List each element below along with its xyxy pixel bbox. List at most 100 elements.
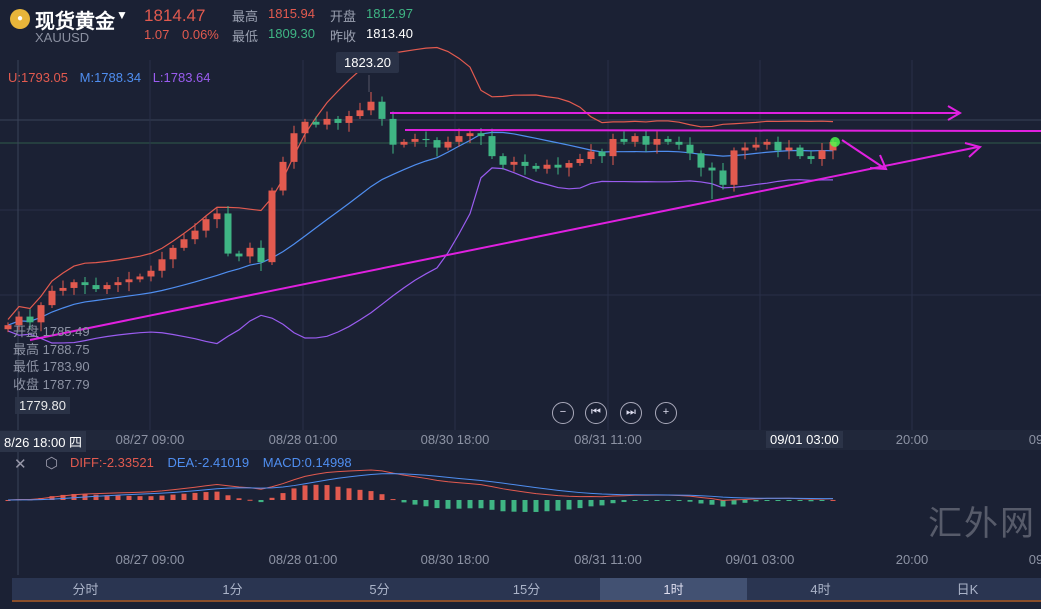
- crosshair-high: 最高 1788.75: [13, 341, 90, 357]
- candle-body: [796, 147, 804, 157]
- crosshair-open: 开盘 1785.49: [13, 324, 90, 339]
- close-indicator-icon[interactable]: ✕: [14, 456, 27, 473]
- macd-bar: [203, 492, 209, 500]
- tab-1hour[interactable]: 1时: [600, 578, 747, 600]
- candle-body: [411, 138, 419, 142]
- candle-body: [147, 270, 155, 277]
- macd-bar: [137, 496, 143, 500]
- macd-bar: [797, 500, 803, 501]
- candle: [642, 130, 650, 152]
- tab-1min[interactable]: 1分: [222, 582, 243, 597]
- scroll-left-button[interactable]: ⏮: [585, 402, 607, 424]
- gold-coin-icon: ●: [10, 9, 30, 29]
- macd-bar: [214, 491, 220, 500]
- candle-body: [807, 156, 815, 160]
- high-label: 最高: [232, 9, 259, 24]
- candle: [92, 277, 100, 292]
- bb-middle: M:1788.34: [79, 70, 142, 85]
- candle: [147, 265, 155, 282]
- timeframe-tabs: 分时 1分 5分 15分 1时 4时 日K: [12, 578, 1041, 602]
- symbol-code: XAUUSD: [35, 30, 90, 45]
- candle-body: [466, 133, 474, 137]
- time-label: 08/30 18:00: [420, 432, 490, 447]
- time-label: 08/30 18:00: [420, 552, 490, 567]
- scroll-right-button[interactable]: ⏭: [620, 402, 642, 424]
- candle: [290, 125, 298, 169]
- candle-body: [664, 138, 672, 142]
- crosshair-time-tag: 8/26 18:00 四: [0, 431, 87, 452]
- candle: [543, 159, 551, 174]
- candle: [576, 153, 584, 166]
- time-label: 08/28 01:00: [268, 552, 338, 567]
- tab-5min[interactable]: 5分: [369, 582, 390, 597]
- candle-body: [455, 136, 463, 142]
- candle-body: [48, 290, 56, 306]
- tab-timeshare[interactable]: 分时: [72, 582, 99, 597]
- zoom-out-button[interactable]: −: [552, 402, 574, 424]
- candle-body: [323, 118, 331, 125]
- candle: [224, 206, 232, 257]
- zoom-in-button[interactable]: +: [655, 402, 677, 424]
- candle: [81, 277, 89, 294]
- price-change-pct: 0.06%: [182, 27, 219, 42]
- low-value: 1809.30: [268, 26, 315, 41]
- candle-body: [719, 170, 727, 185]
- candle-body: [763, 141, 771, 145]
- trendline-resistance-2: [404, 129, 1041, 132]
- candle-body: [532, 165, 540, 169]
- candle: [455, 128, 463, 147]
- macd-bar: [115, 495, 121, 500]
- tab-4hour[interactable]: 4时: [810, 582, 831, 597]
- time-label: 20:00: [895, 552, 929, 567]
- candle-body: [741, 147, 749, 151]
- time-label: 09/01 03:00: [725, 552, 795, 567]
- candle-body: [510, 161, 518, 165]
- bb-lower-line: [7, 167, 834, 345]
- candle-body: [158, 259, 166, 271]
- candle-body: [125, 279, 133, 283]
- candle: [598, 148, 606, 164]
- candle-body: [202, 219, 210, 231]
- candle-body: [686, 144, 694, 154]
- candle-body: [235, 253, 243, 257]
- last-price: 1814.47: [144, 6, 206, 25]
- candle-body: [301, 121, 309, 134]
- candle-body: [290, 133, 298, 162]
- candle: [818, 142, 826, 166]
- bb-lower: L:1783.64: [152, 70, 211, 85]
- candle: [763, 138, 771, 150]
- candle: [730, 147, 738, 192]
- macd-bar: [830, 499, 836, 501]
- candle-body: [312, 121, 320, 125]
- macd-bar: [412, 500, 418, 505]
- macd-bar: [302, 485, 308, 500]
- candle: [136, 273, 144, 283]
- candle: [4, 322, 12, 333]
- candle-body: [620, 138, 628, 142]
- macd-bar: [93, 494, 99, 500]
- chevron-down-icon[interactable]: ▼: [116, 8, 128, 22]
- macd-bar: [313, 484, 319, 500]
- candle-body: [631, 136, 639, 142]
- candle: [389, 111, 397, 154]
- candle-body: [730, 150, 738, 185]
- candle: [510, 156, 518, 172]
- tab-daily[interactable]: 日K: [956, 582, 979, 597]
- max-price-tooltip: 1823.20: [336, 52, 399, 73]
- tab-15min[interactable]: 15分: [512, 582, 541, 597]
- arrow-head-icon: [869, 154, 888, 171]
- macd-bar: [808, 500, 814, 502]
- candle-body: [499, 156, 507, 165]
- macd-bar: [621, 500, 627, 503]
- candle: [411, 133, 419, 147]
- candle-body: [477, 133, 485, 137]
- macd-bar: [346, 488, 352, 500]
- candle: [345, 110, 353, 132]
- settings-icon[interactable]: ⬡: [45, 455, 59, 472]
- macd-bar: [104, 495, 110, 500]
- candle: [444, 136, 452, 151]
- instrument-title[interactable]: 现货黄金: [35, 11, 115, 33]
- macd-bar: [819, 500, 825, 501]
- candle: [37, 302, 45, 332]
